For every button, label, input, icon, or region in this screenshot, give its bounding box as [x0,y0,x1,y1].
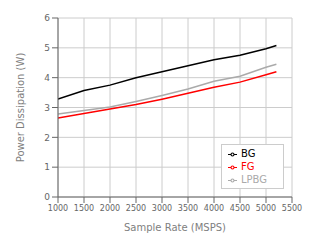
svg-text:Power Dissipation (W): Power Dissipation (W) [15,53,26,163]
html-text:BG: BG [241,148,256,159]
html-text:LPBG: LPBG [241,174,267,185]
svg-text:4500: 4500 [230,204,250,213]
svg-text:4000: 4000 [204,204,224,213]
svg-text:4: 4 [44,73,50,83]
svg-text:3500: 3500 [178,204,198,213]
svg-text:2: 2 [44,133,50,143]
svg-text:5: 5 [44,43,50,53]
svg-text:6: 6 [44,13,50,23]
svg-text:1000: 1000 [48,204,68,213]
svg-text:5500: 5500 [282,204,302,213]
svg-text:3000: 3000 [152,204,172,213]
svg-text:5000: 5000 [256,204,276,213]
svg-text:0: 0 [44,192,50,202]
svg-text:2000: 2000 [100,204,120,213]
svg-text:3: 3 [44,103,50,113]
svg-text:1500: 1500 [74,204,94,213]
svg-text:Sample Rate (MSPS): Sample Rate (MSPS) [124,222,226,233]
html-text:FG: FG [241,161,255,172]
svg-text:1: 1 [44,162,50,172]
svg-text:2500: 2500 [126,204,146,213]
